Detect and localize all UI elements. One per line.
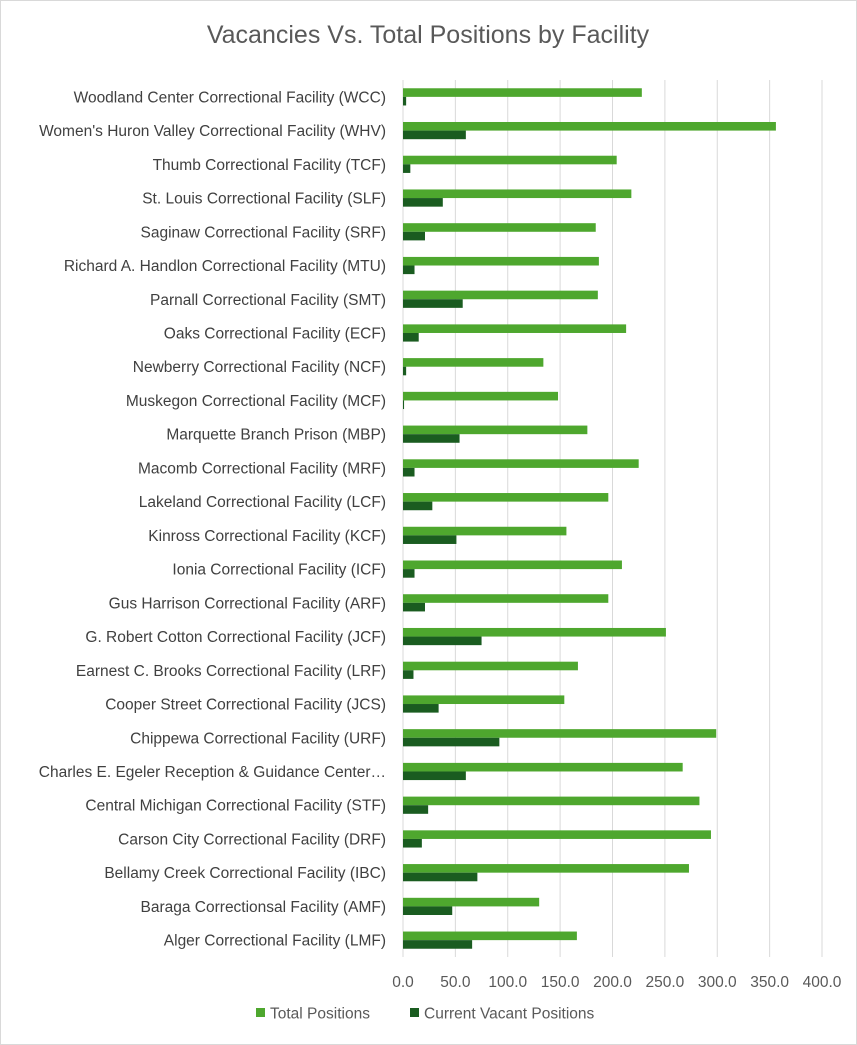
bar-vacant-positions: [403, 332, 419, 342]
bar-total-positions: [403, 830, 711, 839]
category-label: Thumb Correctional Facility (TCF): [153, 157, 386, 174]
bar-total-positions: [403, 155, 617, 165]
bars: [403, 88, 776, 949]
bar-total-positions: [403, 290, 598, 300]
bar-vacant-positions: [403, 231, 425, 241]
category-label: Richard A. Handlon Correctional Facility…: [64, 258, 386, 275]
category-labels: Woodland Center Correctional Facility (W…: [39, 89, 386, 949]
bar-vacant-positions: [403, 96, 407, 106]
category-label: Parnall Correctional Facility (SMT): [150, 292, 386, 309]
category-label: Macomb Correctional Facility (MRF): [138, 460, 386, 477]
bar-vacant-positions: [403, 838, 422, 848]
bar-total-positions: [403, 88, 642, 97]
bar-total-positions: [403, 627, 666, 637]
bar-vacant-positions: [403, 805, 429, 814]
category-label: Marquette Branch Prison (MBP): [166, 427, 386, 444]
category-label: Women's Huron Valley Correctional Facili…: [39, 123, 386, 140]
x-tick-label: 100.0: [488, 974, 527, 991]
bar-vacant-positions: [403, 501, 433, 511]
bar-total-positions: [403, 526, 567, 536]
bar-vacant-positions: [403, 602, 425, 612]
bar-vacant-positions: [403, 670, 414, 679]
category-label: Gus Harrison Correctional Facility (ARF): [109, 595, 386, 612]
bar-vacant-positions: [403, 704, 439, 713]
category-label: Central Michigan Correctional Facility (…: [85, 798, 386, 815]
bar-total-positions: [403, 864, 689, 873]
bar-total-positions: [403, 391, 559, 401]
bar-total-positions: [403, 729, 717, 738]
bar-vacant-positions: [403, 400, 405, 410]
bar-total-positions: [403, 695, 565, 705]
x-tick-labels: 0.0 50.0 100.0 150.0 200.0 250.0 300.0 350.0 400…: [392, 974, 842, 991]
category-label: Cooper Street Correctional Facility (JCS…: [105, 697, 386, 714]
category-label: G. Robert Cotton Correctional Facility (…: [85, 629, 386, 646]
bar-total-positions: [403, 256, 599, 266]
category-label: Bellamy Creek Correctional Facility (IBC…: [104, 865, 386, 882]
bar-total-positions: [403, 493, 609, 502]
bar-vacant-positions: [403, 737, 500, 747]
category-label: Charles E. Egeler Reception & Guidance C…: [39, 764, 386, 781]
category-label: Ionia Correctional Facility (ICF): [172, 562, 386, 579]
bar-total-positions: [403, 661, 578, 671]
bar-vacant-positions: [403, 940, 473, 949]
category-label: Earnest C. Brooks Correctional Facility …: [76, 663, 386, 680]
bar-vacant-positions: [403, 366, 407, 376]
bar-vacant-positions: [403, 467, 415, 477]
bar-vacant-positions: [403, 198, 443, 207]
bar-total-positions: [403, 425, 588, 435]
bar-total-positions: [403, 324, 627, 333]
legend-swatch: [256, 1008, 265, 1017]
bar-total-positions: [403, 459, 639, 468]
bar-total-positions: [403, 762, 683, 772]
category-label: Kinross Correctional Facility (KCF): [148, 528, 386, 545]
bar-total-positions: [403, 931, 577, 941]
bar-total-positions: [403, 796, 700, 806]
gridlines: [402, 80, 823, 957]
bar-vacant-positions: [403, 636, 482, 646]
x-tick-label: 400.0: [803, 974, 842, 991]
bar-vacant-positions: [403, 771, 466, 781]
bar-vacant-positions: [403, 265, 415, 275]
legend-label: Total Positions: [270, 1006, 370, 1023]
category-label: Alger Correctional Facility (LMF): [164, 933, 386, 950]
bar-vacant-positions: [403, 569, 415, 578]
bar-total-positions: [403, 594, 609, 603]
bar-vacant-positions: [403, 299, 463, 308]
bar-vacant-positions: [403, 872, 478, 882]
category-label: Oaks Correctional Facility (ECF): [164, 325, 386, 342]
category-label: Muskegon Correctional Facility (MCF): [126, 393, 386, 410]
bar-total-positions: [403, 121, 776, 131]
bar-total-positions: [403, 358, 544, 367]
bar-vacant-positions: [403, 434, 460, 443]
x-tick-label: 200.0: [593, 974, 632, 991]
category-label: Baraga Correctionsal Facility (AMF): [141, 899, 386, 916]
bar-total-positions: [403, 897, 540, 907]
bar-total-positions: [403, 189, 632, 199]
x-tick-label: 300.0: [698, 974, 737, 991]
legend: Total Positions Current Vacant Positions: [256, 1006, 595, 1023]
bar-total-positions: [403, 223, 596, 232]
x-tick-label: 350.0: [750, 974, 789, 991]
x-tick-label: 150.0: [541, 974, 580, 991]
x-tick-label: 50.0: [440, 974, 471, 991]
category-label: Saginaw Correctional Facility (SRF): [141, 224, 387, 241]
legend-swatch: [410, 1008, 419, 1017]
category-label: Woodland Center Correctional Facility (W…: [74, 89, 386, 106]
category-label: Lakeland Correctional Facility (LCF): [139, 494, 386, 511]
category-label: Carson City Correctional Facility (DRF): [118, 831, 386, 848]
legend-label: Current Vacant Positions: [424, 1006, 595, 1023]
category-label: Newberry Correctional Facility (NCF): [133, 359, 386, 376]
x-tick-label: 250.0: [645, 974, 684, 991]
bar-vacant-positions: [403, 906, 453, 916]
category-label: St. Louis Correctional Facility (SLF): [142, 191, 386, 208]
category-label: Chippewa Correctional Facility (URF): [130, 730, 386, 747]
bar-total-positions: [403, 560, 622, 570]
bar-vacant-positions: [403, 164, 411, 173]
bar-vacant-positions: [403, 130, 466, 140]
x-tick-label: 0.0: [392, 974, 414, 991]
bar-vacant-positions: [403, 535, 457, 544]
chart-title: Vacancies Vs. Total Positions by Facilit…: [207, 21, 650, 49]
